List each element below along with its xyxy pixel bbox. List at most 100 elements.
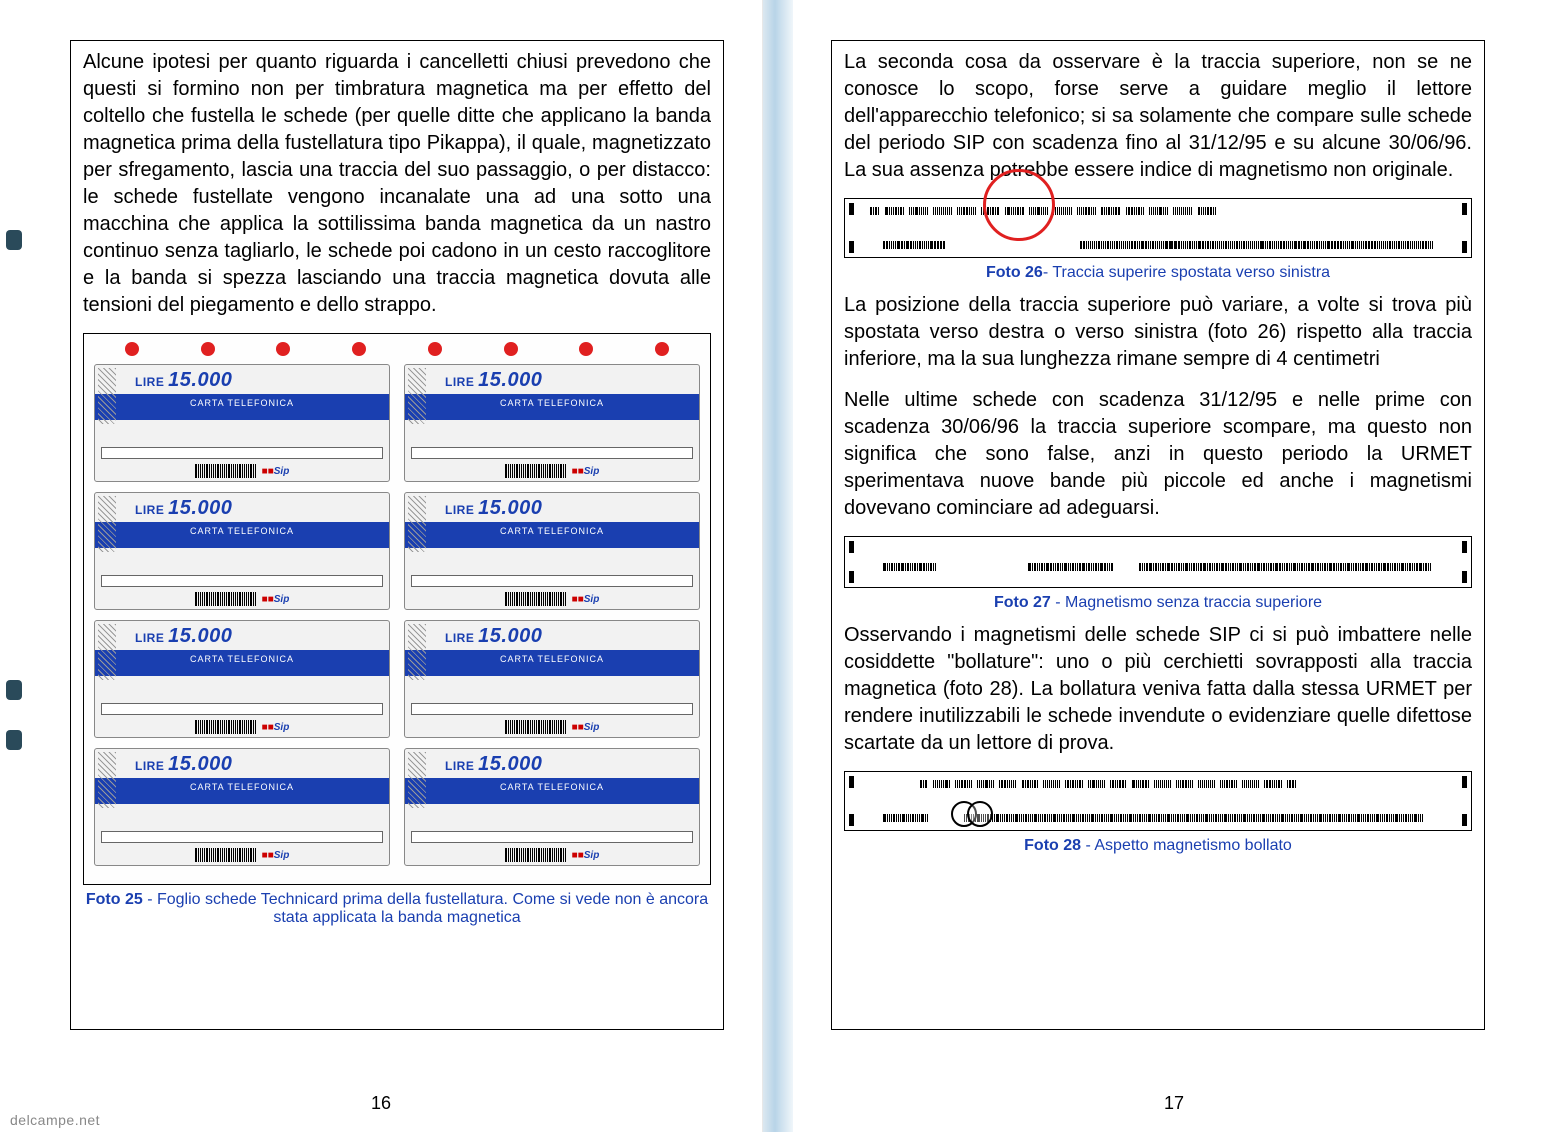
card-barcode <box>505 848 566 862</box>
phone-card: LIRE 15.000CARTA TELEFONICA ■■Sip <box>94 748 390 866</box>
card-title-bar: CARTA TELEFONICA <box>95 394 389 420</box>
red-dots-row <box>94 342 700 356</box>
para-right-4: Osservando i magnetismi delle schede SIP… <box>844 622 1472 757</box>
card-lire: LIRE 15.000 <box>405 365 699 392</box>
card-lire: LIRE 15.000 <box>405 493 699 520</box>
red-circle-highlight <box>983 169 1055 241</box>
card-barcode <box>195 464 256 478</box>
watermark: delcampe.net <box>10 1112 100 1128</box>
card-title-bar: CARTA TELEFONICA <box>95 522 389 548</box>
foto-28-figure <box>844 771 1472 831</box>
foto-26-figure <box>844 198 1472 258</box>
card-barcode <box>195 848 256 862</box>
book-spine <box>763 0 793 1132</box>
card-sip-logo: ■■Sip <box>572 722 600 733</box>
caption-25-label: Foto 25 <box>86 891 143 908</box>
card-sip-logo: ■■Sip <box>572 594 600 605</box>
corner-mark <box>849 814 854 826</box>
bollatura-circle <box>967 801 993 827</box>
dot <box>201 342 215 356</box>
corner-mark <box>1462 776 1467 788</box>
card-mag-window <box>101 447 383 459</box>
card-bottom: ■■Sip <box>405 848 699 862</box>
card-title-bar: CARTA TELEFONICA <box>405 778 699 804</box>
card-lire: LIRE 15.000 <box>405 749 699 776</box>
caption-26: Foto 26- Traccia superire spostata verso… <box>844 264 1472 282</box>
card-corner-stripe <box>408 752 426 808</box>
card-corner-stripe <box>98 496 116 552</box>
card-bottom: ■■Sip <box>95 720 389 734</box>
dot <box>504 342 518 356</box>
corner-mark <box>849 776 854 788</box>
card-bottom: ■■Sip <box>95 848 389 862</box>
corner-mark <box>1462 541 1467 553</box>
caption-28-label: Foto 28 <box>1024 837 1081 854</box>
card-barcode <box>195 720 256 734</box>
card-title-bar: CARTA TELEFONICA <box>405 394 699 420</box>
phone-card: LIRE 15.000CARTA TELEFONICA ■■Sip <box>404 748 700 866</box>
caption-25-text: - Foglio schede Technicard prima della f… <box>143 891 708 926</box>
corner-mark <box>1462 203 1467 215</box>
card-title-bar: CARTA TELEFONICA <box>95 650 389 676</box>
para-right-2: La posizione della traccia superiore può… <box>844 292 1472 373</box>
card-mag-window <box>411 447 693 459</box>
bottom-track <box>883 563 1434 571</box>
phone-card: LIRE 15.000CARTA TELEFONICA ■■Sip <box>404 620 700 738</box>
binding-hole <box>6 680 22 700</box>
card-title-bar: CARTA TELEFONICA <box>405 650 699 676</box>
dot <box>428 342 442 356</box>
page-left: Alcune ipotesi per quanto riguarda i can… <box>0 0 763 1132</box>
card-lire: LIRE 15.000 <box>95 749 389 776</box>
card-bottom: ■■Sip <box>95 464 389 478</box>
content-box-left: Alcune ipotesi per quanto riguarda i can… <box>70 40 724 1030</box>
corner-mark <box>1462 241 1467 253</box>
card-lire: LIRE 15.000 <box>405 621 699 648</box>
corner-mark <box>849 203 854 215</box>
card-sip-logo: ■■Sip <box>572 466 600 477</box>
para-right-3: Nelle ultime schede con scadenza 31/12/9… <box>844 387 1472 522</box>
caption-26-label: Foto 26 <box>986 264 1043 281</box>
card-corner-stripe <box>408 368 426 424</box>
phone-card: LIRE 15.000CARTA TELEFONICA ■■Sip <box>404 364 700 482</box>
card-sip-logo: ■■Sip <box>262 466 290 477</box>
card-corner-stripe <box>408 496 426 552</box>
book-spread: Alcune ipotesi per quanto riguarda i can… <box>0 0 1555 1132</box>
card-corner-stripe <box>98 752 116 808</box>
card-barcode <box>505 464 566 478</box>
corner-mark <box>1462 571 1467 583</box>
corner-mark <box>849 571 854 583</box>
phone-card: LIRE 15.000CARTA TELEFONICA■■Sip <box>94 620 390 738</box>
card-row: LIRE 15.000CARTA TELEFONICA■■SipLIRE 15.… <box>94 748 700 866</box>
dot <box>352 342 366 356</box>
card-sip-logo: ■■Sip <box>262 850 290 861</box>
card-lire: LIRE 15.000 <box>95 365 389 392</box>
caption-25: Foto 25 - Foglio schede Technicard prima… <box>83 891 711 927</box>
foto-25-sheet: LIRE 15.000CARTA TELEFONICA■■SipLIRE 15.… <box>83 333 711 885</box>
card-mag-window <box>411 575 693 587</box>
card-mag-window <box>101 831 383 843</box>
card-corner-stripe <box>98 368 116 424</box>
card-corner-stripe <box>408 624 426 680</box>
card-lire: LIRE 15.000 <box>95 493 389 520</box>
page-number-right: 17 <box>793 1093 1555 1114</box>
caption-27: Foto 27 - Magnetismo senza traccia super… <box>844 594 1472 612</box>
card-sip-logo: ■■Sip <box>572 850 600 861</box>
page-right: La seconda cosa da osservare è la tracci… <box>793 0 1555 1132</box>
bottom-track <box>883 241 1434 249</box>
corner-mark <box>1462 814 1467 826</box>
caption-27-text: - Magnetismo senza traccia superiore <box>1051 594 1322 611</box>
card-mag-window <box>101 575 383 587</box>
card-mag-window <box>101 703 383 715</box>
corner-mark <box>849 541 854 553</box>
card-barcode <box>505 592 566 606</box>
card-corner-stripe <box>98 624 116 680</box>
caption-27-label: Foto 27 <box>994 594 1051 611</box>
card-mag-window <box>411 703 693 715</box>
caption-26-text: - Traccia superire spostata verso sinist… <box>1043 264 1330 281</box>
card-barcode <box>505 720 566 734</box>
card-title-bar: CARTA TELEFONICA <box>95 778 389 804</box>
card-barcode <box>195 592 256 606</box>
card-mag-window <box>411 831 693 843</box>
caption-28-text: - Aspetto magnetismo bollato <box>1081 837 1292 854</box>
phone-card: LIRE 15.000CARTA TELEFONICA■■Sip <box>404 492 700 610</box>
